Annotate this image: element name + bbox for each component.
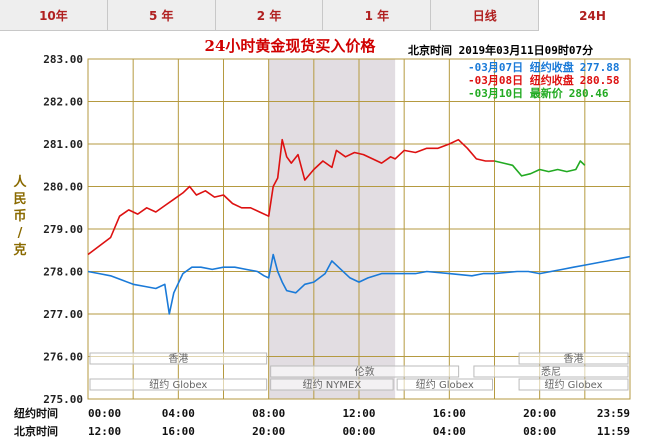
x-tick-bj-04:00: 04:00 — [433, 425, 466, 438]
market-bar — [89, 378, 268, 391]
x-tick-bj-08:00: 08:00 — [523, 425, 556, 438]
x-tick-bj-12:00: 12:00 — [88, 425, 121, 438]
market-label: 纽约 Globex — [149, 378, 207, 391]
tab-daily[interactable]: 日线 — [431, 0, 540, 30]
tab-5-year[interactable]: 5 年 — [108, 0, 216, 30]
market-bar — [473, 365, 629, 378]
market-label: 纽约 Globex — [416, 378, 474, 391]
market-label: 纽约 Globex — [545, 378, 603, 391]
market-session-0: 香港 — [89, 352, 268, 365]
market-bar — [518, 378, 629, 391]
legend-item-0310: -03月10日 最新价 280.46 — [468, 86, 609, 100]
market-session-5: 香港 — [518, 352, 629, 365]
x-tick-ny-04:00: 04:00 — [162, 407, 195, 420]
tab-1-year[interactable]: 1 年 — [323, 0, 432, 30]
legend-value-0307: 277.88 — [580, 61, 620, 74]
price-series — [87, 138, 630, 315]
series-line-03月08日 — [87, 138, 495, 256]
x-axis-ticks: 00:00 12:00 04:00 16:00 08:00 20:00 12:00 00:00… — [88, 407, 630, 438]
y-tick-282.00: 282.00 — [43, 96, 83, 109]
y-axis-ticks: 283.00 282.00 281.00 280.00 279.00 278.00 277.… — [43, 53, 83, 406]
x-tick-ny-16:00: 16:00 — [433, 407, 466, 420]
market-session-7: 纽约 Globex — [518, 378, 629, 391]
market-label: 香港 — [168, 353, 188, 365]
x-tick-ny-00:00: 00:00 — [88, 407, 121, 420]
range-tab-bar: 10年 5 年 2 年 1 年 日线 24H — [0, 0, 646, 31]
chart-legend: -03月07日 纽约收盘 277.88 -03月08日 纽约收盘 280.58 -0… — [468, 60, 620, 100]
x-tick-bj-00:00: 00:00 — [342, 425, 375, 438]
market-label: 悉尼 — [541, 366, 561, 378]
x-tick-bj-20:00: 20:00 — [252, 425, 285, 438]
x-tick-ny-20:00: 20:00 — [523, 407, 556, 420]
chart-title: 24小时黄金现货买入价格 — [205, 37, 377, 55]
market-bar — [518, 352, 629, 365]
x-tick-ny-08:00: 08:00 — [252, 407, 285, 420]
market-session-3: 纽约 NYMEX — [270, 378, 394, 391]
y-tick-277.00: 277.00 — [43, 308, 83, 321]
market-label: 香港 — [564, 353, 584, 365]
market-session-1: 伦敦 — [270, 365, 460, 378]
tab-24h[interactable]: 24H — [539, 0, 646, 31]
chart-grid — [87, 58, 631, 400]
y-tick-278.00: 278.00 — [43, 266, 83, 279]
x-tick-bj-11:59: 11:59 — [597, 425, 630, 438]
market-label: 纽约 NYMEX — [303, 378, 362, 391]
market-session-6: 悉尼 — [473, 365, 629, 378]
y-tick-275.00: 275.00 — [43, 393, 83, 406]
tab-2-year[interactable]: 2 年 — [216, 0, 324, 30]
y-tick-283.00: 283.00 — [43, 53, 83, 66]
series-line-03月07日 — [87, 253, 630, 315]
market-label: 伦敦 — [355, 365, 375, 378]
y-tick-279.00: 279.00 — [43, 223, 83, 236]
market-bar — [89, 352, 268, 365]
legend-label-0310: -03月10日 最新价 — [468, 86, 564, 100]
x-row-label-ny: 纽约时间 — [14, 406, 58, 420]
legend-label-0307: -03月07日 纽约收盘 — [468, 60, 574, 74]
market-session-2: 纽约 Globex — [89, 378, 268, 391]
legend-value-0308: 280.58 — [580, 74, 620, 87]
y-axis-label: 人民币/克 — [13, 174, 27, 258]
tab-10-year[interactable]: 10年 — [0, 0, 108, 30]
series-line-03月10日 — [494, 160, 586, 177]
x-tick-ny-23:59: 23:59 — [597, 407, 630, 420]
legend-item-0307: -03月07日 纽约收盘 277.88 — [468, 60, 620, 74]
x-tick-bj-16:00: 16:00 — [162, 425, 195, 438]
legend-label-0308: -03月08日 纽约收盘 — [468, 73, 574, 87]
beijing-time-info: 北京时间 2019年03月11日09时07分 — [408, 43, 593, 57]
legend-value-0310: 280.46 — [569, 87, 609, 100]
y-tick-280.00: 280.00 — [43, 181, 83, 194]
y-tick-276.00: 276.00 — [43, 351, 83, 364]
market-session-4: 纽约 Globex — [396, 378, 493, 391]
legend-item-0308: -03月08日 纽约收盘 280.58 — [468, 73, 620, 87]
market-bar — [270, 365, 460, 378]
market-bar — [270, 378, 394, 391]
y-tick-281.00: 281.00 — [43, 138, 83, 151]
x-tick-ny-12:00: 12:00 — [342, 407, 375, 420]
x-row-label-bj: 北京时间 — [14, 424, 58, 438]
market-bar — [396, 378, 493, 391]
